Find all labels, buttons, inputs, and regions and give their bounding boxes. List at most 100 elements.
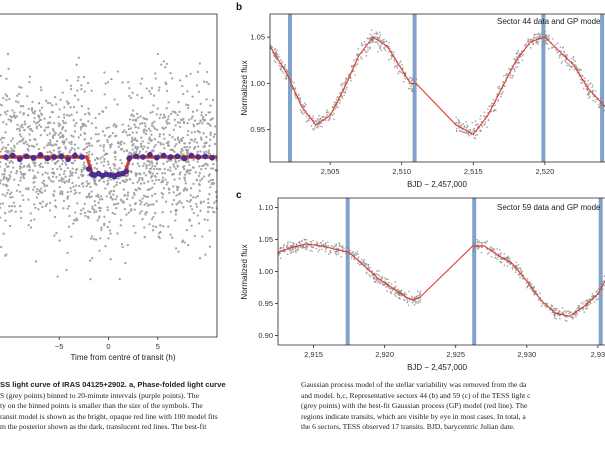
light-curve-data-point bbox=[569, 311, 572, 314]
grey-data-point bbox=[163, 172, 167, 175]
grey-data-point bbox=[38, 123, 41, 127]
light-curve-data-point bbox=[551, 37, 554, 40]
light-curve-data-point bbox=[333, 118, 336, 121]
grey-data-point bbox=[199, 119, 202, 122]
grey-data-point bbox=[18, 167, 22, 170]
light-curve-data-point bbox=[474, 120, 477, 123]
grey-data-point bbox=[186, 121, 189, 125]
light-curve-data-point bbox=[577, 306, 579, 309]
light-curve-data-point bbox=[385, 40, 388, 43]
grey-data-point bbox=[179, 171, 182, 174]
grey-data-point bbox=[90, 235, 94, 238]
ytick-label: 0.90 bbox=[258, 331, 273, 340]
light-curve-data-point bbox=[567, 310, 570, 313]
light-curve-data-point bbox=[406, 300, 409, 303]
grey-data-point bbox=[151, 179, 154, 182]
grey-data-point bbox=[141, 218, 144, 221]
grey-data-point bbox=[39, 118, 43, 122]
light-curve-data-point bbox=[387, 278, 389, 281]
grey-data-point bbox=[133, 208, 136, 211]
light-curve-data-point bbox=[377, 43, 380, 46]
light-curve-data-point bbox=[465, 131, 468, 134]
grey-data-point bbox=[108, 192, 111, 196]
grey-data-point bbox=[116, 70, 120, 73]
grey-data-point bbox=[96, 193, 100, 196]
light-curve-data-point bbox=[338, 243, 341, 246]
grey-data-point bbox=[40, 106, 44, 109]
grey-data-point bbox=[69, 170, 72, 173]
grey-data-point bbox=[55, 161, 58, 164]
grey-data-point bbox=[148, 138, 151, 141]
grey-data-point bbox=[20, 173, 24, 176]
grey-data-point bbox=[43, 183, 46, 186]
grey-data-point bbox=[127, 80, 130, 84]
grey-data-point bbox=[64, 121, 68, 124]
grey-data-point bbox=[177, 201, 180, 204]
grey-data-point bbox=[100, 226, 103, 229]
grey-data-point bbox=[37, 102, 41, 105]
light-curve-data-point bbox=[379, 34, 382, 36]
grey-data-point bbox=[49, 121, 52, 124]
light-curve-data-point bbox=[526, 286, 528, 289]
light-curve-data-point bbox=[591, 89, 594, 92]
grey-data-point bbox=[46, 161, 50, 165]
light-curve-data-point bbox=[483, 115, 485, 118]
grey-data-point bbox=[73, 148, 76, 151]
light-curve-data-point bbox=[410, 80, 413, 83]
grey-data-point bbox=[196, 195, 200, 198]
grey-data-point bbox=[9, 120, 13, 123]
light-curve-data-point bbox=[311, 127, 314, 130]
grey-data-point bbox=[18, 129, 21, 132]
grey-data-point bbox=[18, 140, 21, 143]
light-curve-data-point bbox=[346, 86, 348, 89]
light-curve-data-point bbox=[399, 294, 401, 296]
grey-data-point bbox=[125, 213, 128, 216]
light-curve-data-point bbox=[517, 263, 520, 266]
grey-data-point bbox=[181, 136, 184, 139]
grey-data-point bbox=[134, 201, 137, 205]
grey-data-point bbox=[23, 123, 27, 126]
light-curve-data-point bbox=[534, 33, 537, 36]
light-curve-data-point bbox=[517, 267, 520, 269]
light-curve-data-point bbox=[284, 64, 287, 66]
grey-data-point bbox=[60, 176, 63, 180]
panel-b-xlabel: BJD − 2,457,000 bbox=[407, 180, 467, 189]
light-curve-data-point bbox=[515, 261, 518, 264]
grey-data-point bbox=[35, 125, 38, 128]
light-curve-data-point bbox=[541, 32, 544, 34]
light-curve-data-point bbox=[341, 244, 344, 247]
grey-data-point bbox=[48, 209, 52, 212]
light-curve-data-point bbox=[333, 103, 336, 106]
light-curve-data-point bbox=[284, 66, 286, 69]
light-curve-data-point bbox=[455, 130, 458, 132]
grey-data-point bbox=[4, 219, 7, 222]
binned-data-point bbox=[126, 155, 132, 162]
light-curve-data-point bbox=[591, 84, 594, 87]
grey-data-point bbox=[89, 137, 93, 140]
grey-data-point bbox=[46, 151, 49, 154]
caption-line: Gaussian process model of the stellar va… bbox=[301, 380, 527, 389]
grey-data-point bbox=[147, 180, 150, 183]
grey-data-point bbox=[196, 214, 199, 217]
light-curve-data-point bbox=[575, 315, 577, 318]
light-curve-data-point bbox=[325, 111, 328, 114]
grey-data-point bbox=[28, 169, 31, 172]
grey-data-point bbox=[188, 200, 191, 203]
grey-data-point bbox=[209, 178, 212, 182]
panel-b-xticks: 2,505 2,510 2,515 2,520 bbox=[321, 162, 554, 176]
grey-data-point bbox=[128, 118, 132, 121]
grey-data-point bbox=[115, 181, 119, 184]
panel-a-xtick-label: 5 bbox=[156, 342, 160, 351]
grey-data-point bbox=[161, 116, 165, 120]
grey-data-point bbox=[168, 122, 171, 125]
light-curve-data-point bbox=[484, 121, 487, 124]
grey-data-point bbox=[200, 168, 203, 171]
light-curve-data-point bbox=[592, 99, 594, 102]
grey-data-point bbox=[189, 187, 193, 190]
grey-data-point bbox=[88, 192, 91, 195]
grey-data-point bbox=[165, 183, 168, 186]
light-curve-data-point bbox=[398, 70, 400, 73]
grey-data-point bbox=[17, 101, 20, 104]
grey-data-point bbox=[19, 162, 23, 165]
